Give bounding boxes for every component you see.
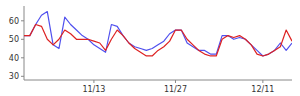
series-line [24, 25, 292, 56]
chart: 30 40 50 60 11/13 11/27 12/11 [0, 0, 300, 96]
y-axis-line [24, 6, 25, 80]
x-tick [175, 80, 176, 83]
y-tick-label: 60 [9, 17, 19, 26]
y-tick [21, 57, 24, 58]
x-tick-label: 11/13 [82, 85, 105, 94]
series-line [24, 12, 292, 56]
y-tick [21, 20, 24, 21]
plot-area [24, 12, 292, 56]
x-tick [93, 80, 94, 83]
y-tick-label: 30 [9, 72, 19, 81]
y-tick-label: 40 [9, 54, 19, 63]
y-tick [21, 76, 24, 77]
x-tick [262, 80, 263, 83]
y-tick-label: 50 [9, 35, 19, 44]
y-tick [21, 39, 24, 40]
x-tick-label: 11/27 [164, 85, 187, 94]
x-tick-label: 12/11 [251, 85, 274, 94]
x-axis-line [24, 80, 292, 81]
